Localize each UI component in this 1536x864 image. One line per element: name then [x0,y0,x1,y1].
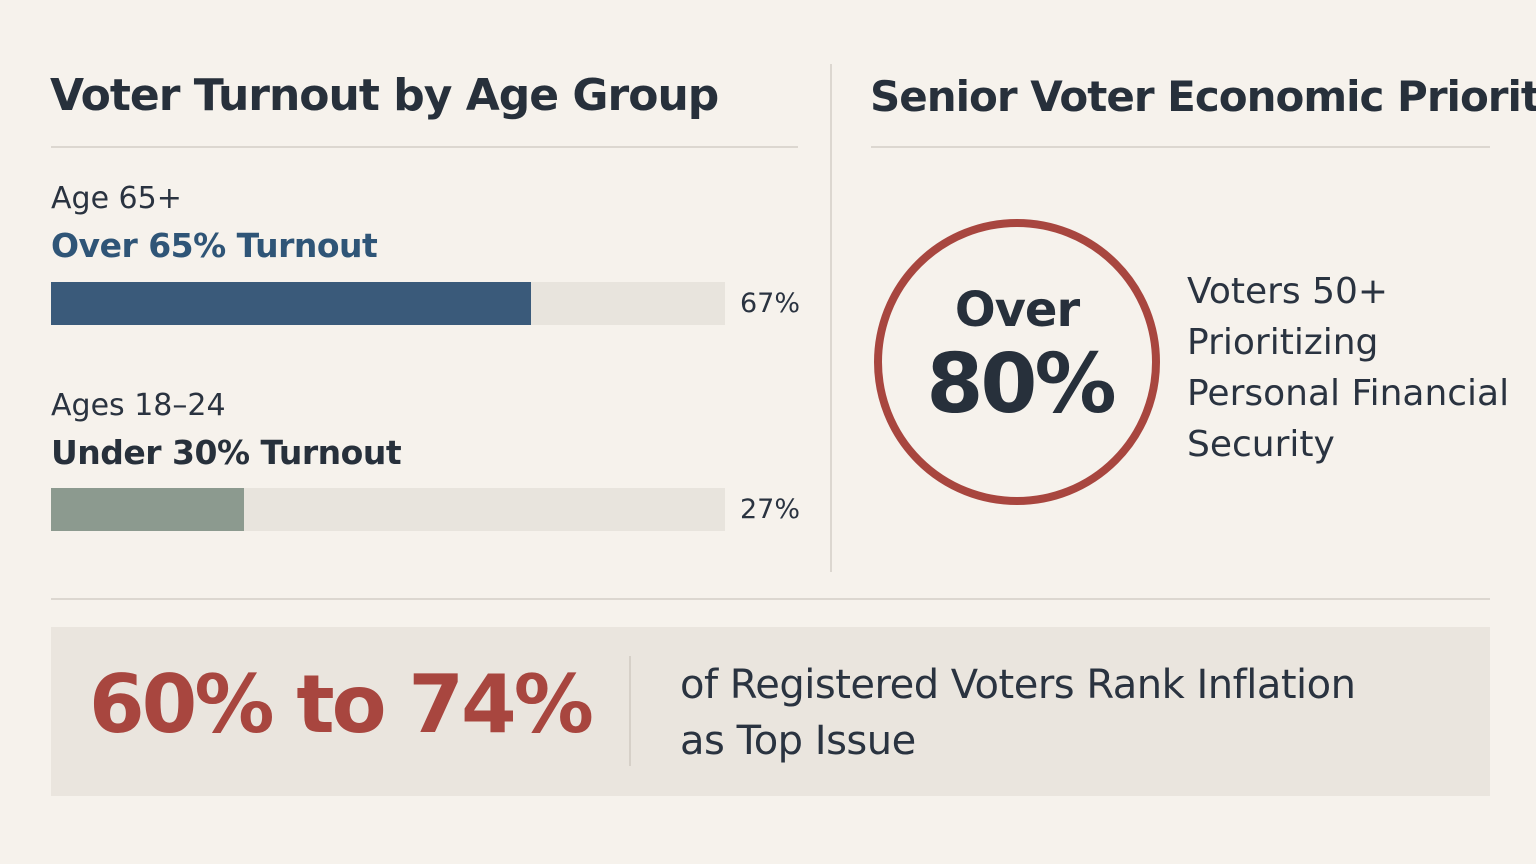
turnout-headline: Over 65% Turnout [51,226,378,265]
inflation-description: of Registered Voters Rank Inflation as T… [680,657,1356,769]
inflation-panel-divider [629,656,631,766]
priority-description-line: Security [1187,424,1335,465]
bar-fill [51,488,244,531]
turnout-title: Voter Turnout by Age Group [50,70,719,121]
age-group-label: Age 65+ [51,181,182,216]
inflation-panel: 60% to 74% of Registered Voters Rank Inf… [51,627,1490,796]
priority-title: Senior Voter Economic Priority [870,72,1536,121]
turnout-headline: Under 30% Turnout [51,433,402,472]
priority-description-line: Voters 50+ [1187,271,1389,312]
ring-prefix: Over [954,282,1080,338]
age-group-label: Ages 18–24 [51,388,226,423]
ring-circle-icon [874,219,1160,505]
bar-value-label: 67% [740,288,801,319]
bar-fill [51,282,531,325]
priority-description-line: Prioritizing [1187,322,1379,363]
bar-track [51,488,725,531]
left-title-underline [51,146,798,148]
inflation-description-line: as Top Issue [680,718,916,764]
priority-ring: Over 80% [872,214,1162,510]
priority-description-line: Personal Financial [1187,373,1510,414]
priority-description: Voters 50+ Prioritizing Personal Financi… [1187,266,1509,470]
bar-track [51,282,725,325]
bottom-separator [51,598,1490,600]
inflation-description-line: of Registered Voters Rank Inflation [680,662,1356,708]
panel-divider [830,64,832,572]
right-title-underline [871,146,1490,148]
ring-value: 80% [926,337,1116,432]
inflation-range: 60% to 74% [89,658,594,751]
bar-value-label: 27% [740,494,801,525]
